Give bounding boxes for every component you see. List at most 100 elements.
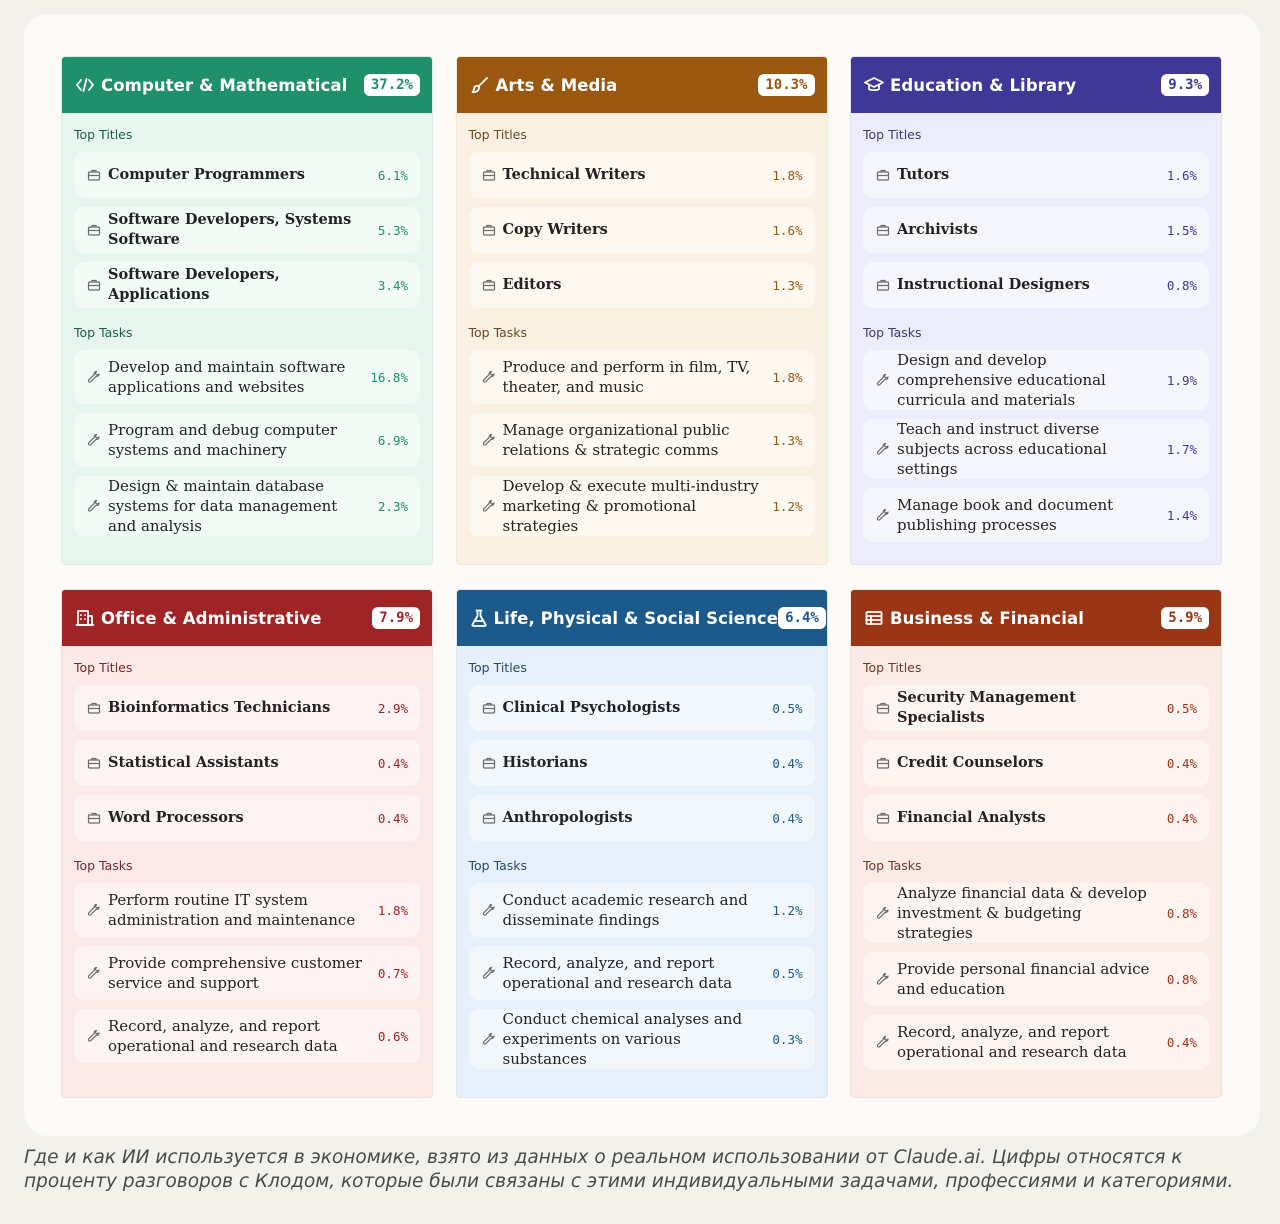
task-item: Record, analyze, and report operational …	[863, 1015, 1209, 1069]
top-titles-label: Top Titles	[863, 127, 922, 142]
briefcase-icon	[86, 700, 102, 716]
title-item: Anthropologists 0.4%	[468, 795, 815, 841]
top-titles-label: Top Titles	[468, 660, 527, 675]
briefcase-icon	[875, 755, 891, 771]
flask-icon	[469, 607, 489, 629]
title-item: Financial Analysts 0.4%	[863, 795, 1209, 841]
task-description: Design and develop comprehensive educati…	[897, 351, 1106, 409]
task-item: Manage organizational public relations &…	[468, 413, 815, 467]
wrench-icon	[875, 971, 891, 987]
title-name: Editors	[502, 276, 562, 293]
title-name: Bioinformatics Technicians	[108, 699, 331, 716]
task-description: Analyze financial data & develop investm…	[897, 884, 1147, 942]
task-item: Teach and instruct diverse subjects acro…	[863, 419, 1209, 479]
briefcase-icon	[481, 700, 497, 716]
title-item: Copy Writers 1.6%	[468, 207, 815, 253]
title-name: Historians	[502, 754, 588, 771]
title-name: Software Developers, Systems Software	[108, 211, 352, 248]
item-percent: 0.6%	[377, 1028, 408, 1044]
card-title: Arts & Media	[495, 75, 618, 95]
title-item: Archivists 1.5%	[863, 207, 1209, 253]
task-description: Provide comprehensive customer service a…	[108, 954, 363, 992]
item-percent: 0.5%	[772, 965, 803, 981]
task-description: Record, analyze, and report operational …	[108, 1017, 338, 1055]
title-name: Financial Analysts	[897, 809, 1046, 826]
wrench-icon	[86, 965, 102, 981]
item-percent: 1.4%	[1166, 507, 1197, 523]
item-percent: 0.4%	[1166, 810, 1197, 826]
item-percent: 0.5%	[772, 700, 803, 716]
category-card: Computer & Mathematical 37.2% Top Titles Co…	[61, 56, 433, 565]
title-item: Editors 1.3%	[468, 262, 815, 308]
category-percent-badge: 6.4%	[778, 607, 826, 629]
title-item: Statistical Assistants 0.4%	[74, 740, 420, 786]
item-percent: 1.9%	[1166, 372, 1197, 388]
wrench-icon	[86, 1028, 102, 1044]
task-item: Develop and maintain software applicatio…	[74, 350, 420, 404]
card-title: Computer & Mathematical	[101, 75, 348, 95]
briefcase-icon	[481, 810, 497, 826]
task-item: Conduct chemical analyses and experiment…	[468, 1009, 815, 1069]
item-percent: 0.7%	[377, 965, 408, 981]
card-header: Office & Administrative 7.9%	[62, 590, 432, 646]
task-item: Provide comprehensive customer service a…	[74, 946, 420, 1000]
top-tasks-label: Top Tasks	[863, 858, 922, 873]
top-tasks-label: Top Tasks	[74, 325, 133, 340]
wrench-icon	[481, 965, 497, 981]
item-percent: 0.4%	[1166, 1034, 1197, 1050]
item-percent: 0.5%	[1166, 700, 1197, 716]
wrench-icon	[481, 432, 497, 448]
item-percent: 2.3%	[377, 498, 408, 514]
item-percent: 1.8%	[772, 369, 803, 385]
category-grid: Computer & Mathematical 37.2% Top Titles Co…	[61, 56, 1222, 1098]
title-item: Clinical Psychologists 0.5%	[468, 685, 815, 731]
title-name: Security Management Specialists	[897, 689, 1076, 726]
title-item: Instructional Designers 0.8%	[863, 262, 1209, 308]
task-description: Design & maintain database systems for d…	[108, 477, 338, 535]
item-percent: 1.2%	[772, 498, 803, 514]
task-item: Record, analyze, and report operational …	[74, 1009, 420, 1063]
task-item: Design & maintain database systems for d…	[74, 476, 420, 536]
task-description: Manage organizational public relations &…	[502, 421, 730, 459]
task-description: Program and debug computer systems and m…	[108, 421, 338, 459]
title-item: Word Processors 0.4%	[74, 795, 420, 841]
card-header: Life, Physical & Social Science 6.4%	[456, 590, 827, 646]
title-item: Bioinformatics Technicians 2.9%	[74, 685, 420, 731]
card-header: Education & Library 9.3%	[851, 57, 1221, 113]
code-icon	[74, 74, 96, 96]
top-titles-label: Top Titles	[468, 127, 527, 142]
title-name: Software Developers, Applications	[108, 266, 280, 303]
card-title: Business & Financial	[890, 608, 1085, 628]
wrench-icon	[875, 441, 891, 457]
top-tasks-label: Top Tasks	[468, 858, 528, 873]
briefcase-icon	[86, 810, 102, 826]
item-percent: 1.2%	[772, 902, 803, 918]
top-titles-label: Top Titles	[74, 660, 133, 675]
task-description: Conduct academic research and disseminat…	[502, 891, 748, 929]
briefcase-icon	[86, 277, 102, 293]
title-name: Tutors	[897, 166, 950, 183]
task-description: Teach and instruct diverse subjects acro…	[897, 420, 1107, 478]
wrench-icon	[481, 498, 497, 514]
briefcase-icon	[86, 222, 102, 238]
briefcase-icon	[875, 277, 891, 293]
item-percent: 16.8%	[370, 369, 408, 385]
wrench-icon	[86, 369, 102, 385]
item-percent: 0.4%	[772, 755, 803, 771]
item-percent: 0.4%	[377, 755, 408, 771]
wrench-icon	[875, 1034, 891, 1050]
item-percent: 1.6%	[1166, 167, 1197, 183]
title-name: Clinical Psychologists	[502, 699, 681, 716]
item-percent: 5.3%	[377, 222, 408, 238]
title-item: Technical Writers 1.8%	[468, 152, 815, 198]
task-item: Program and debug computer systems and m…	[74, 413, 420, 467]
item-percent: 6.9%	[377, 432, 408, 448]
title-item: Tutors 1.6%	[863, 152, 1209, 198]
task-description: Produce and perform in film, TV, theater…	[502, 358, 751, 396]
item-percent: 0.4%	[772, 810, 803, 826]
briefcase-icon	[875, 810, 891, 826]
task-item: Manage book and document publishing proc…	[863, 488, 1209, 542]
wrench-icon	[481, 902, 497, 918]
item-percent: 0.8%	[1166, 971, 1197, 987]
card-title: Education & Library	[890, 75, 1077, 95]
